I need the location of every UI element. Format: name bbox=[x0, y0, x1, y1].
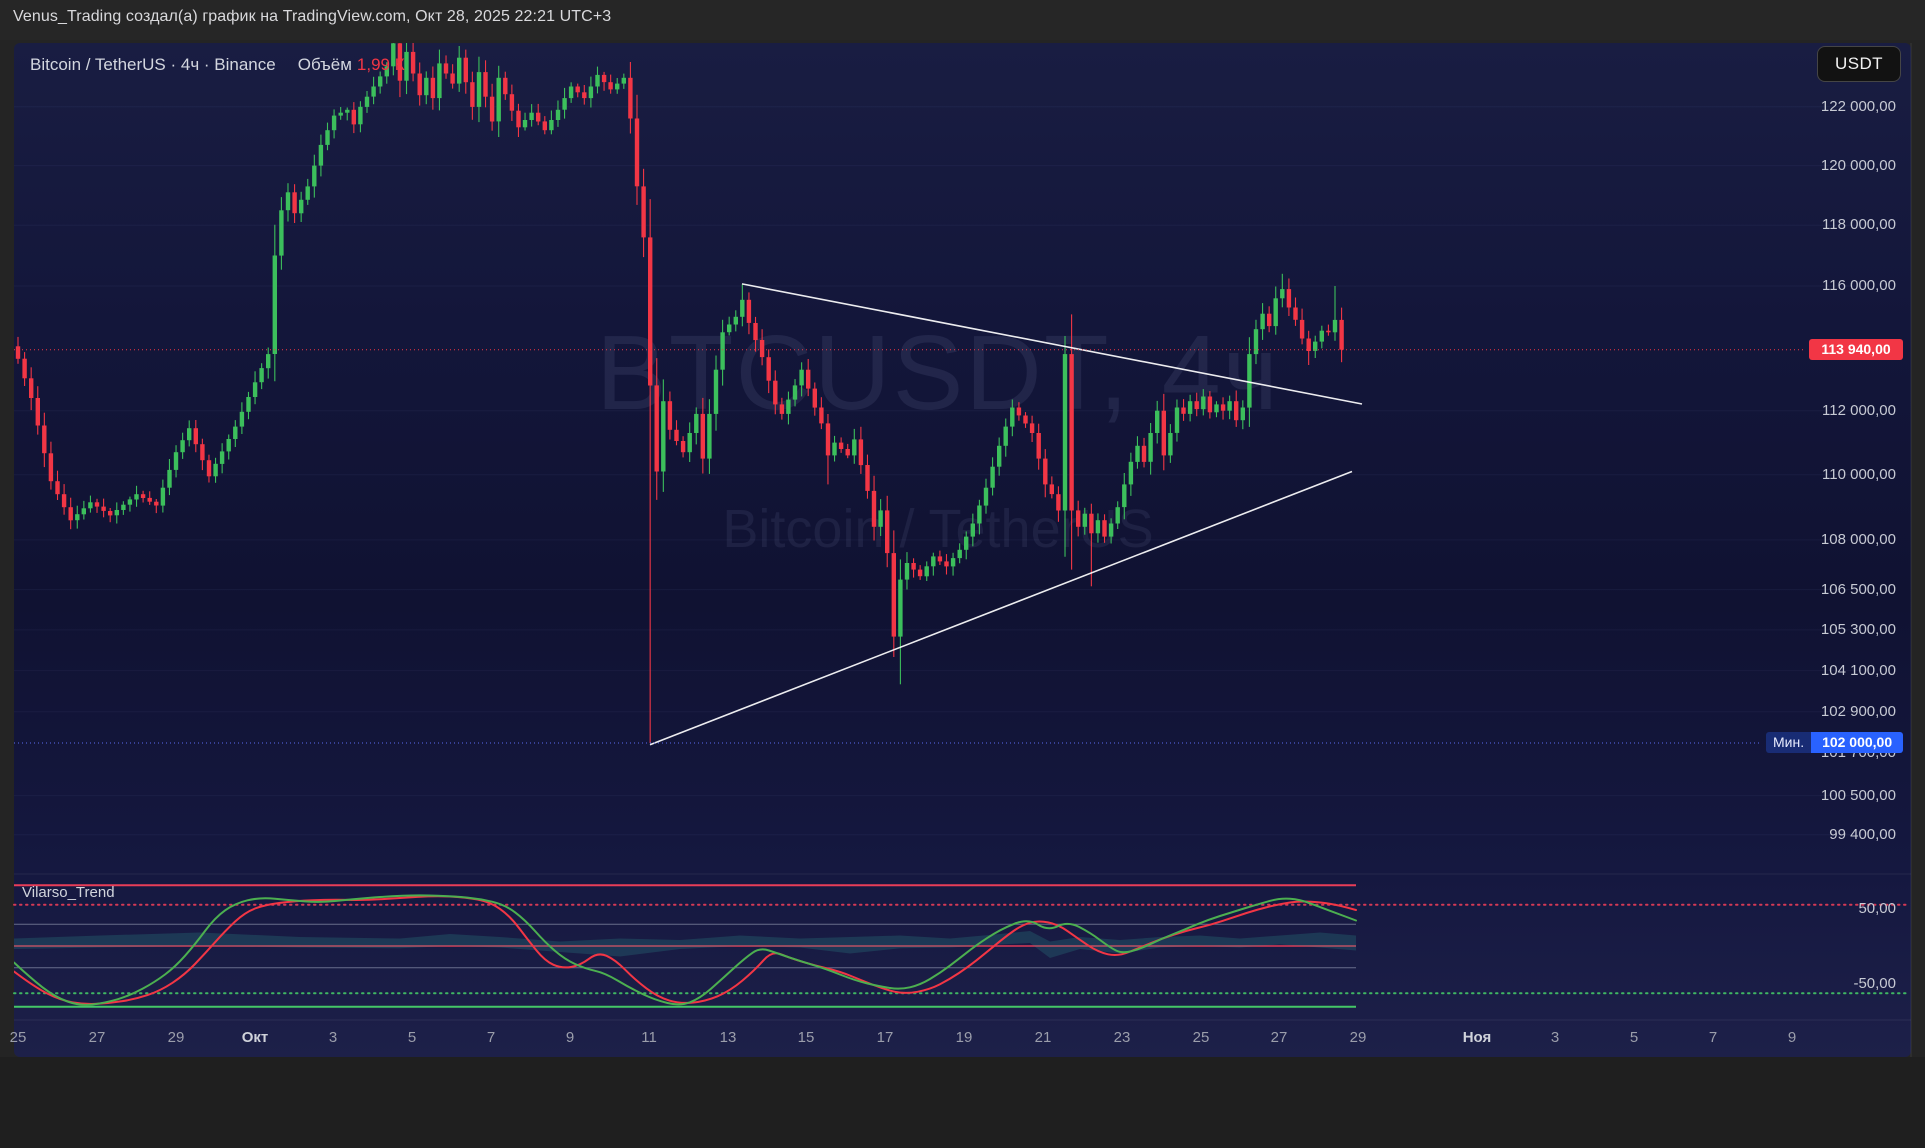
oscillator-red-line bbox=[14, 895, 1357, 1005]
time-axis-label: 5 bbox=[407, 1029, 417, 1046]
time-axis-label: 7 bbox=[486, 1029, 496, 1046]
time-axis-label: 29 bbox=[1349, 1029, 1367, 1046]
indicator-axis-label: 50,00 bbox=[1858, 900, 1896, 917]
price-axis-label: 122 000,00 bbox=[1820, 98, 1896, 115]
trendline-lower[interactable] bbox=[649, 470, 1353, 746]
price-axis-label: 112 000,00 bbox=[1822, 402, 1896, 419]
time-axis-label: 9 bbox=[1787, 1029, 1797, 1046]
time-axis-label: Окт bbox=[241, 1029, 269, 1046]
legend-symbol-title[interactable]: Bitcoin / TetherUS · 4ч · Binance bbox=[30, 55, 276, 74]
indicator-axis-label: -50,00 bbox=[1853, 975, 1896, 992]
time-axis-label: 25 bbox=[9, 1029, 27, 1046]
time-axis-label: 29 bbox=[167, 1029, 185, 1046]
oscillator-band bbox=[14, 931, 1356, 958]
oscillator-plots bbox=[14, 894, 1357, 1006]
price-axis-label: 110 000,00 bbox=[1822, 466, 1896, 483]
time-axis-label: 5 bbox=[1629, 1029, 1639, 1046]
time-axis-label: 17 bbox=[876, 1029, 894, 1046]
candlestick-series[interactable] bbox=[15, 28, 1344, 743]
time-axis-label: 15 bbox=[797, 1029, 815, 1046]
time-axis-label: 23 bbox=[1113, 1029, 1131, 1046]
time-axis-label: 13 bbox=[719, 1029, 737, 1046]
price-axis-label: 105 300,00 bbox=[1820, 621, 1896, 638]
time-axis-label: 3 bbox=[328, 1029, 338, 1046]
price-axis-label: 104 100,00 bbox=[1820, 662, 1896, 679]
legend-volume-label: Объём bbox=[297, 55, 352, 74]
currency-toggle-button[interactable]: USDT bbox=[1817, 46, 1901, 82]
min-price-label: Мин. 102 000,00 bbox=[1766, 732, 1904, 753]
chart-canvas-background[interactable] bbox=[14, 43, 1911, 1057]
price-axis-label: 118 000,00 bbox=[1822, 216, 1896, 233]
oscillator-green-line bbox=[14, 894, 1357, 1006]
grid-lines bbox=[14, 106, 1862, 836]
share-header: Venus_Trading создал(а) график на Tradin… bbox=[0, 0, 1925, 40]
min-price-value: 102 000,00 bbox=[1811, 732, 1904, 753]
last-price-label: 113 940,00 bbox=[1809, 339, 1903, 360]
price-axis-label: 108 000,00 bbox=[1820, 531, 1896, 548]
time-axis-label: 9 bbox=[565, 1029, 575, 1046]
time-axis-label: 3 bbox=[1550, 1029, 1560, 1046]
time-axis-label: 19 bbox=[955, 1029, 973, 1046]
time-axis-label: 7 bbox=[1708, 1029, 1718, 1046]
chart-legend[interactable]: Bitcoin / TetherUS · 4ч · Binance Объём 1,… bbox=[30, 55, 405, 75]
price-axis-label: 106 500,00 bbox=[1820, 581, 1896, 598]
legend-volume-value: 1,99 К bbox=[356, 55, 405, 74]
time-axis-label: Ноя bbox=[1462, 1029, 1492, 1046]
price-axis-label: 120 000,00 bbox=[1820, 157, 1896, 174]
time-axis-label: 27 bbox=[1270, 1029, 1288, 1046]
price-axis-label: 102 900,00 bbox=[1820, 703, 1896, 720]
min-price-prefix: Мин. bbox=[1766, 732, 1812, 753]
price-axis-label: 100 500,00 bbox=[1820, 787, 1896, 804]
time-axis-label: 25 bbox=[1192, 1029, 1210, 1046]
indicator-name-label[interactable]: Vilarso_Trend bbox=[22, 884, 115, 901]
time-axis-label: 11 bbox=[641, 1029, 657, 1046]
time-axis-label: 27 bbox=[88, 1029, 106, 1046]
price-axis-label: 116 000,00 bbox=[1822, 277, 1896, 294]
share-header-text: Venus_Trading создал(а) график на Tradin… bbox=[13, 8, 612, 25]
time-axis-label: 21 bbox=[1034, 1029, 1052, 1046]
trendline-upper[interactable] bbox=[741, 283, 1363, 405]
footer-bar: TradingView bbox=[0, 1057, 1925, 1148]
price-axis-label: 99 400,00 bbox=[1829, 826, 1896, 843]
